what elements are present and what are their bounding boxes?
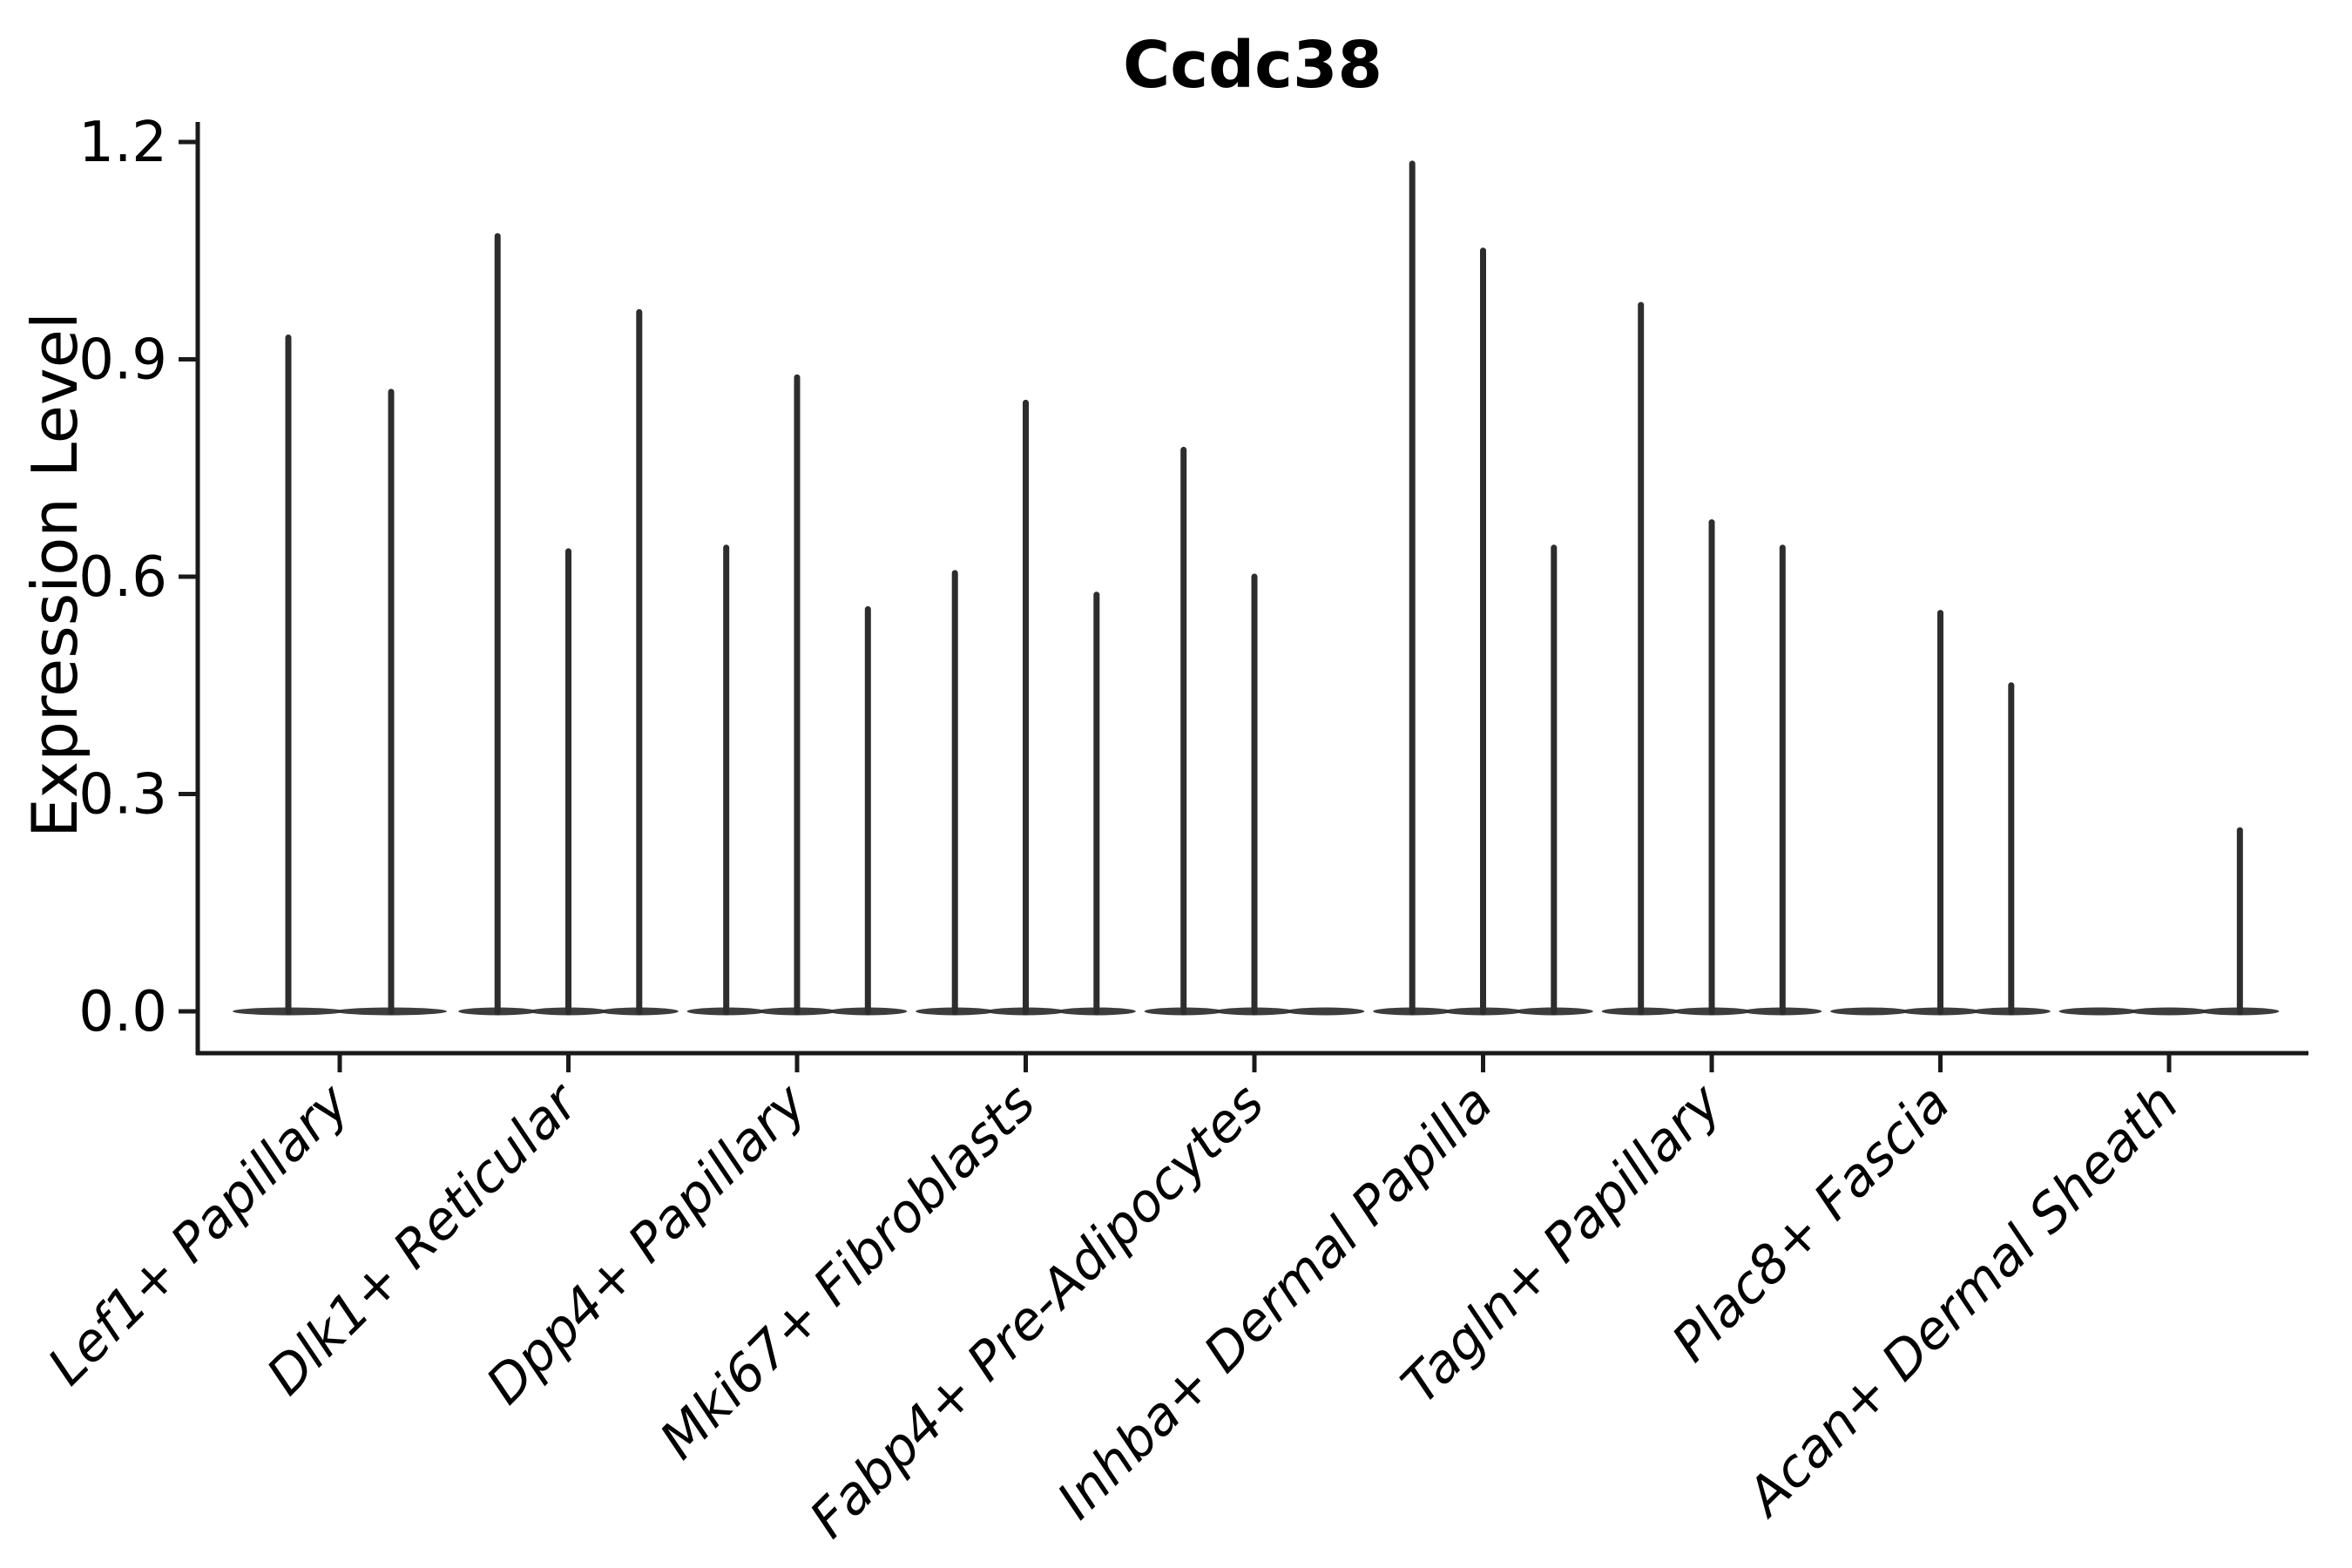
x-tick-label: Acan+ Dermal Sheath bbox=[1734, 1072, 2191, 1530]
violin-body bbox=[1286, 1007, 1365, 1016]
y-tick-label: 1.2 bbox=[78, 111, 167, 175]
x-tick-label: Fabp4+ Pre-Adipocytes bbox=[798, 1072, 1275, 1550]
axes-layer bbox=[179, 122, 2308, 1072]
violin-body bbox=[2058, 1007, 2138, 1016]
violin-body bbox=[2130, 1007, 2208, 1016]
violins-layer bbox=[233, 160, 2280, 1016]
y-tick-label: 0.6 bbox=[78, 545, 167, 610]
x-tick-label: Mki67+ Fibroblasts bbox=[649, 1072, 1048, 1471]
y-axis-label: Expression Level bbox=[18, 312, 91, 838]
x-tick-label: Inhba+ Dermal Papilla bbox=[1046, 1072, 1504, 1531]
y-tick-label: 0.3 bbox=[78, 762, 167, 827]
y-tick-label: 0.0 bbox=[78, 980, 167, 1044]
chart-title: Ccdc38 bbox=[1123, 28, 1382, 103]
y-tick-label: 0.9 bbox=[78, 328, 167, 392]
violin-body bbox=[1830, 1007, 1909, 1016]
